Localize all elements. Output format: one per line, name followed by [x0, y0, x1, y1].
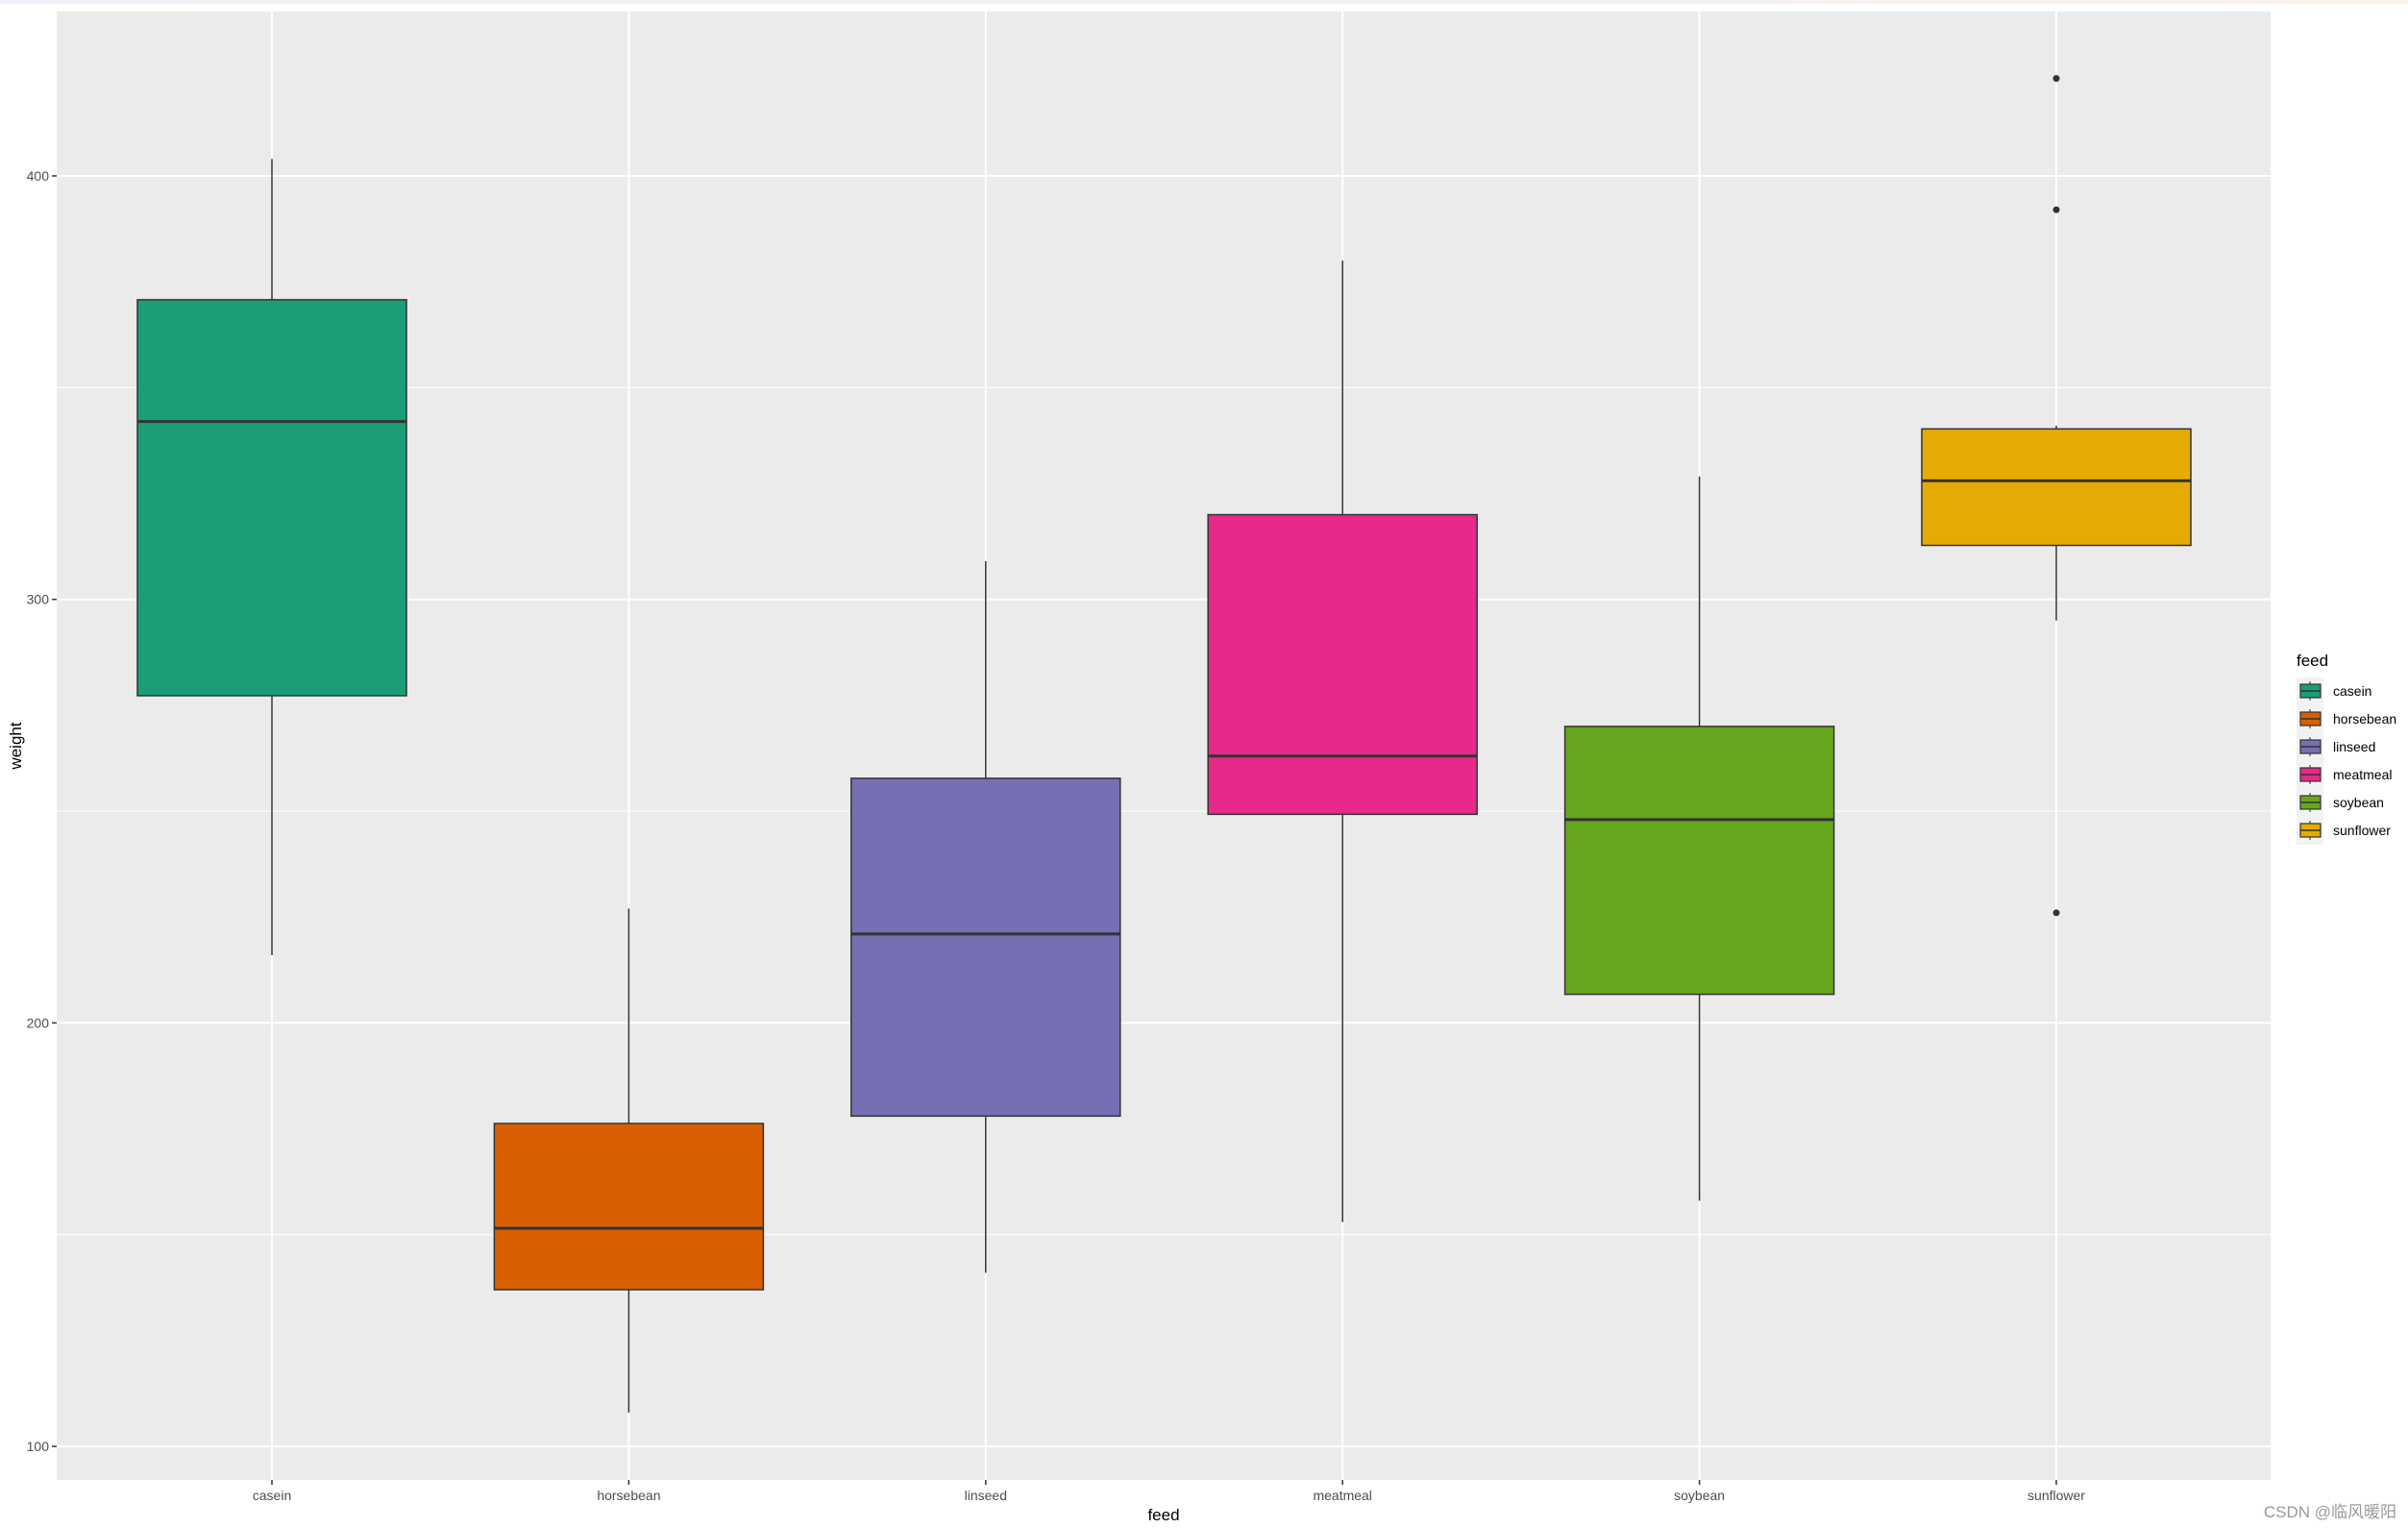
box-sunflower	[1921, 75, 2192, 917]
top-border-strip	[0, 0, 2408, 4]
legend-item-sunflower: sunflower	[2299, 821, 2391, 840]
panel-background	[57, 12, 2271, 1480]
x-tick-label: meatmeal	[1313, 1488, 1371, 1503]
x-tick-label: casein	[253, 1488, 291, 1503]
outlier-point	[2052, 909, 2060, 917]
iqr-box	[1921, 428, 2192, 547]
y-tick-label: 300	[27, 592, 50, 607]
legend-item-meatmeal: meatmeal	[2299, 765, 2392, 784]
x-tick-label: horsebean	[597, 1488, 660, 1503]
legend-item-linseed: linseed	[2299, 737, 2375, 756]
outlier-point	[2052, 206, 2060, 213]
iqr-box	[136, 299, 407, 697]
iqr-box	[850, 777, 1121, 1118]
box-series	[136, 75, 2192, 1413]
legend-label: sunflower	[2333, 823, 2391, 838]
legend-item-soybean: soybean	[2299, 793, 2384, 812]
legend-label: casein	[2333, 683, 2371, 699]
outlier-point	[2052, 75, 2060, 83]
legend-item-casein: casein	[2299, 681, 2371, 701]
x-tick-label: soybean	[1674, 1488, 1725, 1503]
x-axis: casein horsebean linseed meatmeal soybean sun…	[253, 1480, 2085, 1503]
legend-item-horsebean: horsebean	[2299, 709, 2396, 728]
y-axis-title: weight	[7, 722, 25, 770]
y-tick-label: 400	[27, 168, 50, 184]
plot-panel	[57, 12, 2271, 1480]
legend-key-background	[2297, 678, 2323, 845]
x-tick-label: sunflower	[2027, 1488, 2085, 1503]
legend-label: horsebean	[2333, 711, 2396, 727]
x-tick-label: linseed	[965, 1488, 1007, 1503]
y-tick-label: 200	[27, 1015, 50, 1030]
box-meatmeal	[1207, 260, 1478, 1222]
legend-label: meatmeal	[2333, 767, 2392, 782]
y-tick-label: 100	[27, 1439, 50, 1454]
iqr-box	[493, 1122, 765, 1291]
legend-label: linseed	[2333, 739, 2375, 754]
iqr-box	[1207, 513, 1478, 816]
x-axis-title: feed	[1147, 1506, 1179, 1524]
box-casein	[136, 159, 407, 955]
legend-title: feed	[2297, 652, 2328, 670]
y-axis: 100 200 300 400	[27, 168, 57, 1454]
watermark: CSDN @临风暖阳	[2263, 1503, 2396, 1521]
legend-label: soybean	[2333, 795, 2384, 810]
box-soybean	[1563, 476, 1835, 1201]
box-linseed	[850, 561, 1121, 1273]
box-horsebean	[493, 908, 765, 1413]
iqr-box	[1563, 726, 1835, 996]
legend: feed casein horsebean linseed meatmeal soybe…	[2297, 652, 2396, 845]
